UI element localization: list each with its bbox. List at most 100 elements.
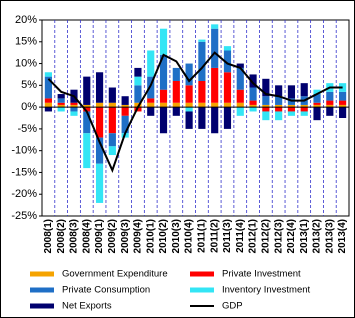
- bar: [134, 102, 142, 108]
- bar: [57, 94, 65, 99]
- bar: [57, 104, 65, 108]
- bar: [211, 102, 219, 108]
- bar: [211, 67, 219, 103]
- bar: [287, 111, 296, 116]
- bar: [147, 98, 155, 103]
- bar: [70, 102, 78, 105]
- bar: [326, 91, 334, 101]
- bar: [172, 102, 180, 108]
- bar: [262, 96, 270, 105]
- y-tick-label: 15%: [15, 36, 37, 48]
- bar: [44, 72, 52, 77]
- bar: [159, 107, 168, 134]
- bar: [57, 98, 65, 103]
- bar: [339, 91, 347, 101]
- bar: [134, 67, 142, 77]
- bar: [300, 83, 308, 97]
- bar: [223, 50, 232, 73]
- bar: [108, 133, 116, 147]
- bar: [326, 107, 334, 116]
- x-tick-label: 2008(2): [56, 219, 67, 253]
- bar: [249, 87, 257, 101]
- legend-label: Private Consumption: [62, 285, 150, 296]
- x-tick-label: 2012(3): [273, 219, 284, 253]
- y-tick-label: 10%: [15, 57, 37, 69]
- bar: [95, 102, 104, 108]
- bar: [95, 72, 104, 103]
- bar: [108, 102, 116, 108]
- bar: [313, 89, 321, 95]
- bar: [275, 111, 283, 121]
- bar: [249, 104, 257, 108]
- bar: [95, 137, 104, 164]
- bar: [108, 87, 116, 103]
- bar: [198, 80, 206, 103]
- bar: [236, 89, 244, 103]
- bar: [326, 100, 334, 105]
- bar: [313, 94, 321, 103]
- bar: [198, 39, 206, 42]
- bar: [313, 107, 321, 121]
- x-tick-label: 2008(4): [81, 219, 92, 253]
- bar: [185, 107, 193, 112]
- bar: [83, 76, 91, 105]
- y-tick-label: -5%: [17, 123, 37, 135]
- bar: [223, 72, 232, 103]
- bar: [249, 74, 257, 88]
- bar: [44, 98, 52, 103]
- bar: [44, 107, 52, 112]
- bar: [83, 133, 91, 169]
- bar: [83, 107, 91, 112]
- bar: [70, 104, 78, 108]
- bar: [57, 102, 65, 105]
- bar: [262, 111, 270, 121]
- bar: [275, 104, 283, 108]
- legend-label: Private Investment: [222, 269, 301, 280]
- bar: [108, 107, 116, 134]
- y-tick-label: 5%: [21, 79, 37, 91]
- bar: [313, 104, 321, 108]
- x-tick-label: 2013(4): [337, 219, 348, 253]
- bar: [223, 102, 232, 108]
- bar: [236, 67, 244, 90]
- bar: [223, 46, 232, 51]
- x-tick-label: 2011(1): [197, 219, 208, 253]
- bar: [70, 107, 78, 112]
- bar: [198, 107, 206, 129]
- bar: [108, 146, 116, 156]
- bar: [287, 104, 296, 108]
- bar: [121, 104, 129, 108]
- y-tick-label: 0%: [21, 101, 37, 113]
- bar: [275, 107, 283, 112]
- x-tick-label: 2010(3): [171, 219, 182, 253]
- x-tick-label: 2010(4): [184, 219, 195, 253]
- y-tick-label: -10%: [11, 145, 37, 157]
- bar: [300, 111, 308, 116]
- y-tick-label: -25%: [11, 210, 37, 222]
- legend-label: Net Exports: [62, 301, 112, 312]
- legend-label: Inventory Investment: [222, 285, 311, 296]
- bar: [211, 28, 219, 68]
- bar: [159, 102, 168, 108]
- bar: [300, 104, 308, 108]
- bar: [159, 28, 168, 55]
- x-tick-label: 2011(4): [235, 219, 246, 253]
- bar: [121, 96, 129, 105]
- y-tick-label: -20%: [11, 188, 37, 200]
- bar: [83, 104, 91, 108]
- x-tick-label: 2009(3): [120, 219, 131, 253]
- bar: [147, 76, 155, 99]
- bar: [236, 102, 244, 108]
- bar: [185, 63, 193, 86]
- bar: [95, 107, 104, 138]
- x-tick-label: 2010(2): [158, 219, 169, 253]
- bar: [339, 100, 347, 105]
- bar: [236, 107, 244, 116]
- bar: [313, 102, 321, 105]
- bar: [121, 115, 129, 134]
- bar: [185, 102, 193, 108]
- bar: [262, 107, 270, 112]
- x-tick-label: 2008(1): [43, 219, 54, 253]
- bar: [198, 102, 206, 108]
